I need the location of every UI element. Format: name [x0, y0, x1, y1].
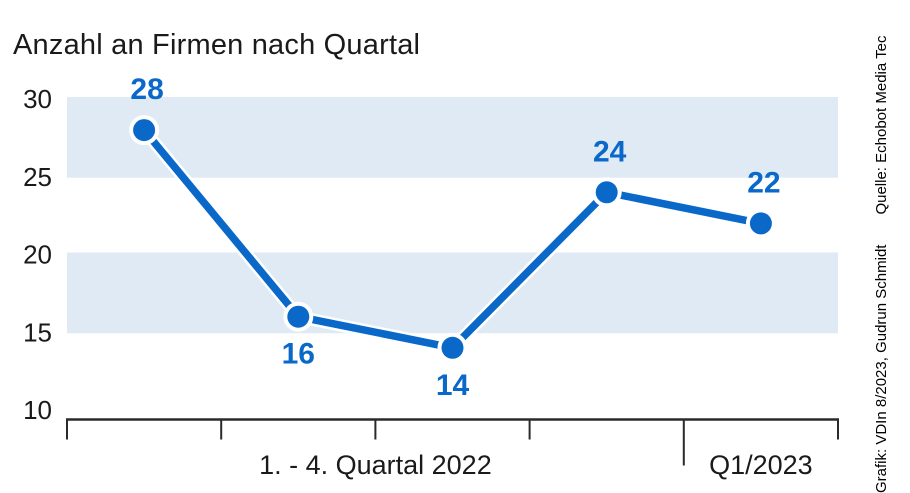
data-point	[133, 119, 156, 142]
y-tick-label: 25	[23, 162, 52, 192]
credit-line: Grafik: VDIn 8/2023, Gudrun Schmidt Quell…	[872, 36, 892, 493]
x-group-label: Q1/2023	[709, 450, 813, 480]
y-tick-label: 15	[23, 317, 52, 347]
y-tick-label: 20	[23, 240, 52, 270]
y-tick-label: 10	[23, 395, 52, 425]
data-point	[287, 305, 310, 328]
y-tick-label: 30	[23, 84, 52, 114]
y-band	[67, 252, 838, 334]
credit-grafik: Grafik: VDIn 8/2023, Gudrun Schmidt	[873, 244, 890, 493]
data-point	[441, 336, 464, 359]
data-point-label: 28	[130, 73, 163, 106]
data-point	[749, 212, 772, 235]
data-point-label: 14	[436, 369, 470, 402]
credit-quelle: Quelle: Echobot Media Tec	[873, 35, 890, 215]
chart-title: Anzahl an Firmen nach Quartal	[13, 29, 421, 61]
data-point-label: 16	[282, 338, 315, 371]
data-point	[595, 181, 618, 204]
y-band	[67, 97, 838, 178]
data-point-label: 24	[593, 135, 627, 168]
data-point-label: 22	[747, 166, 780, 199]
x-group-label: 1. - 4. Quartal 2022	[259, 450, 492, 480]
